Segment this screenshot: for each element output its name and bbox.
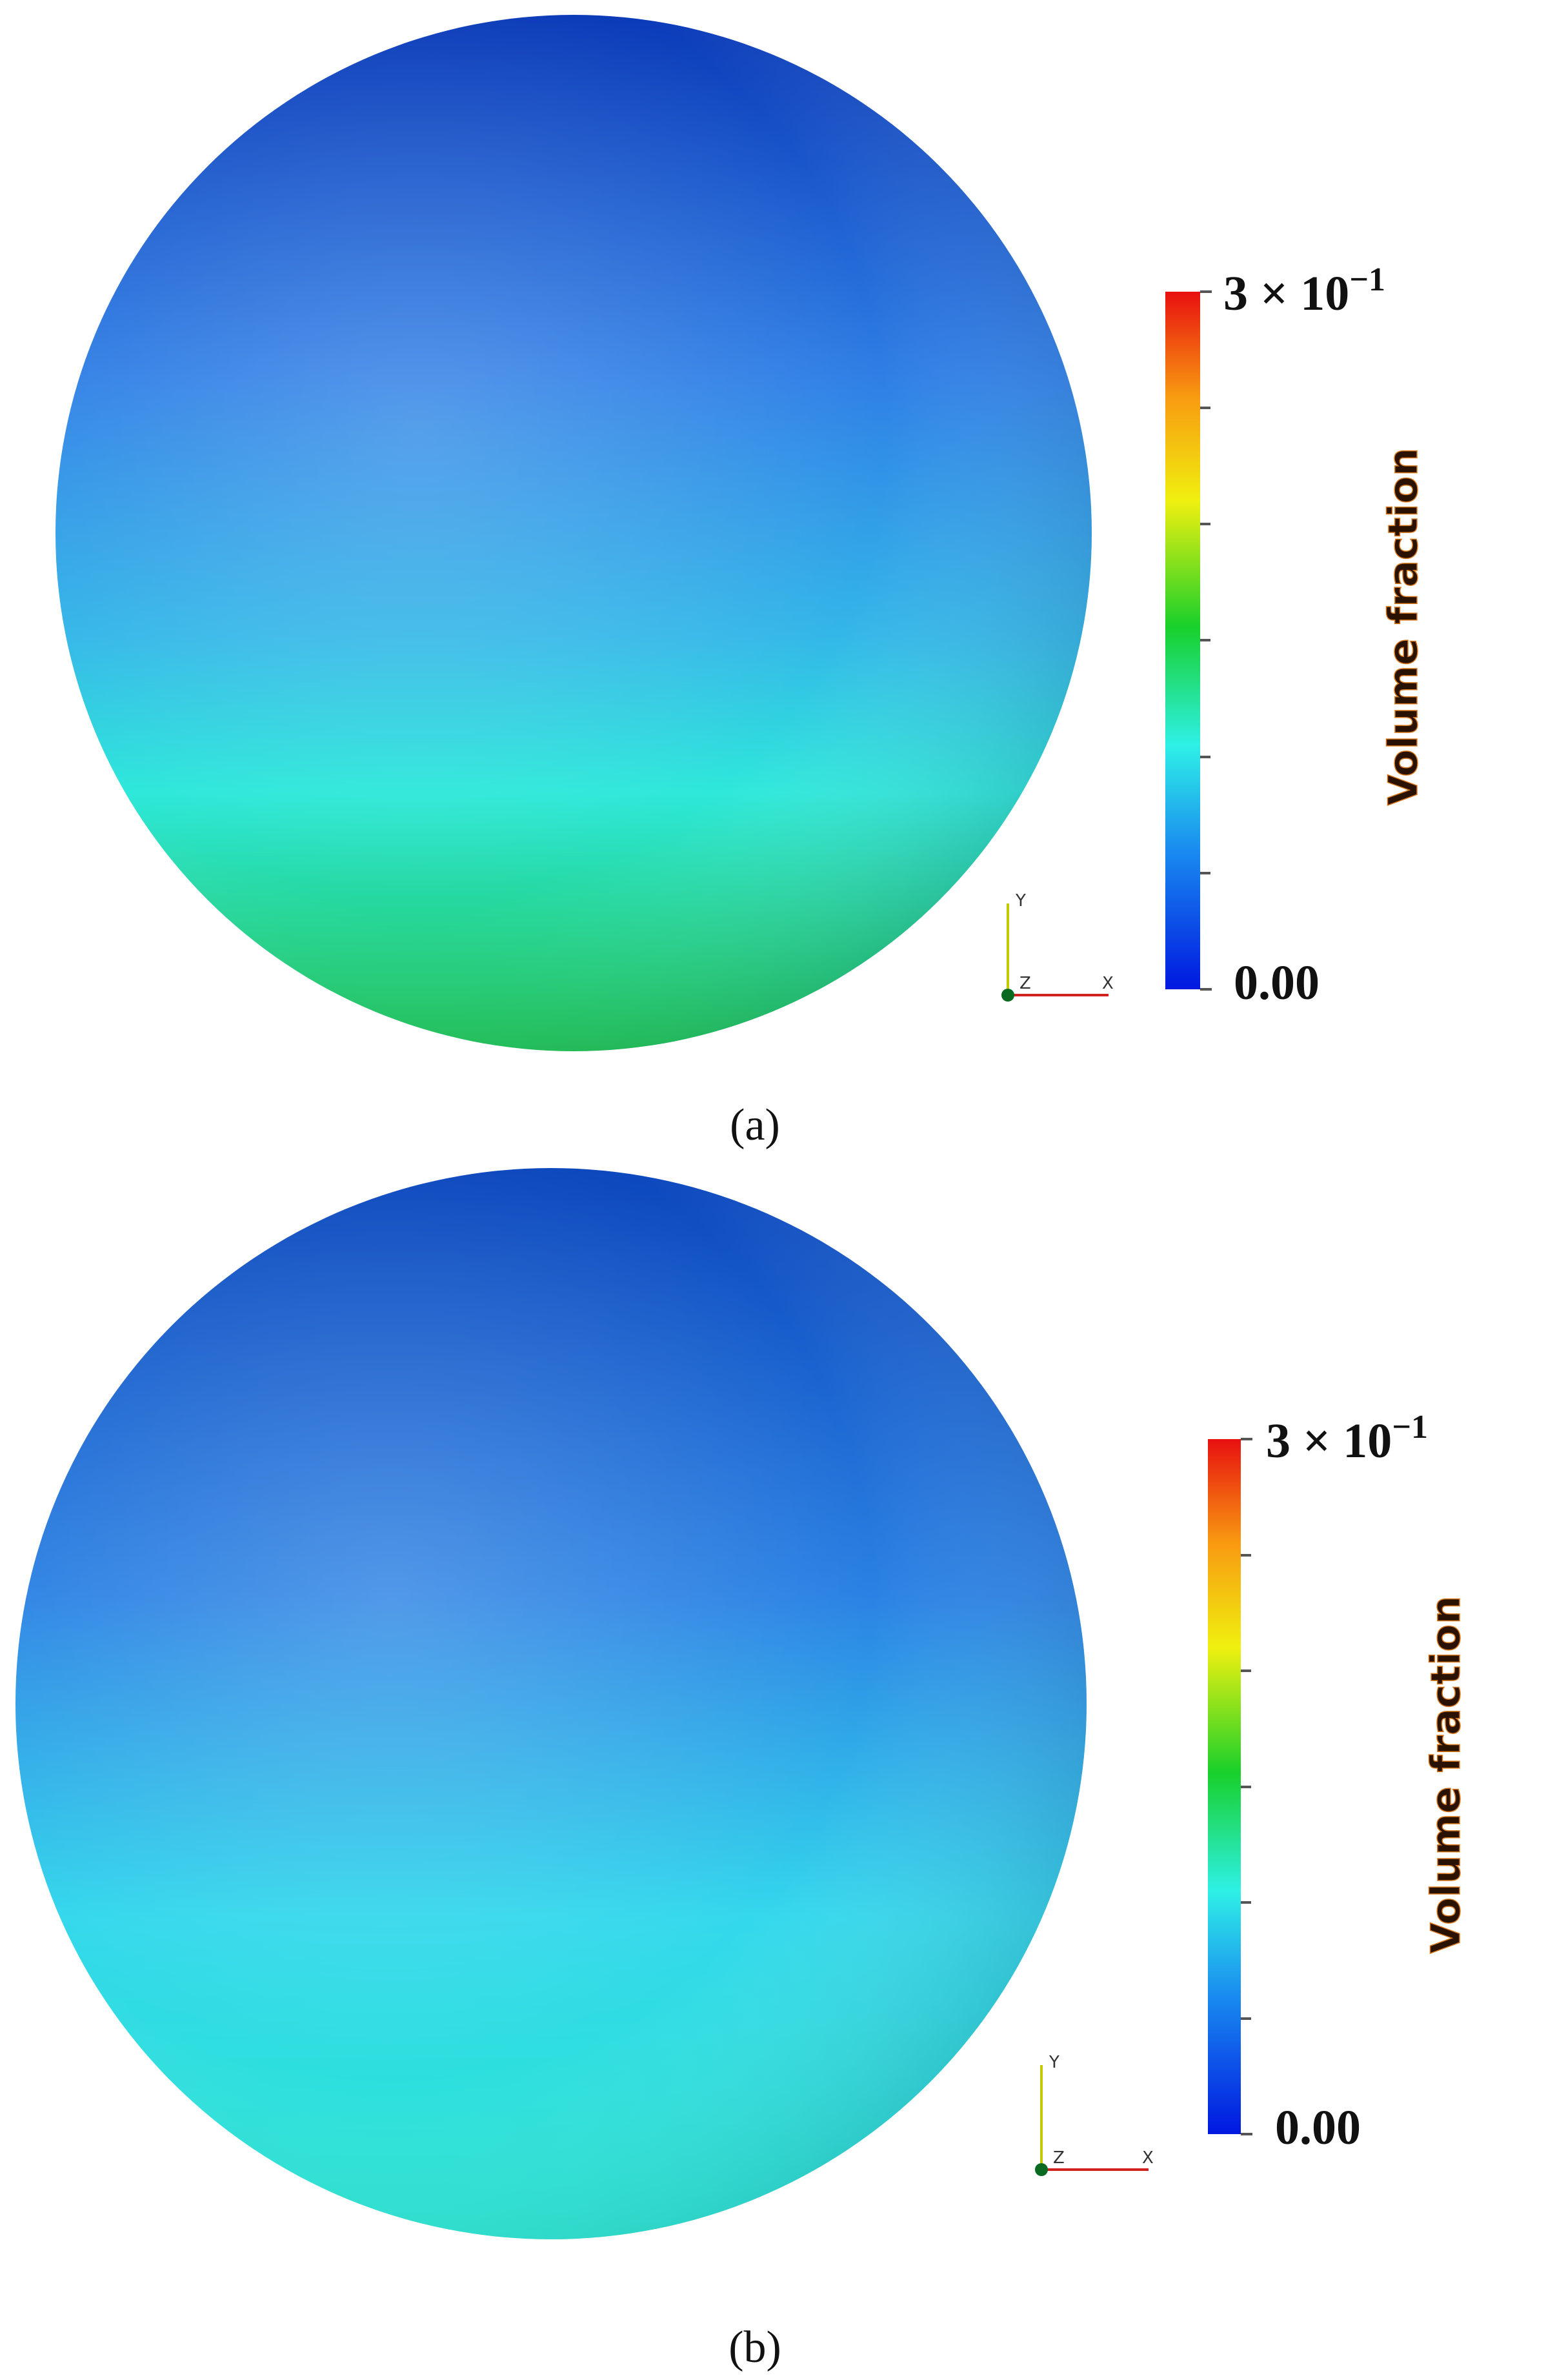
panel-b: 3 × 10−1 0.00 Volume fraction Y Z X (b) <box>15 1168 1470 2372</box>
axis-y: Y <box>1049 2053 1059 2072</box>
colorbar-min: 0.00 <box>1275 2101 1361 2155</box>
axis-x: X <box>1142 2148 1154 2168</box>
colorbar-max: 3 × 10−1 <box>1266 1409 1428 1468</box>
sphere-shading <box>15 1168 1087 2239</box>
axis-z: Z <box>1019 974 1031 993</box>
sphere-shading <box>55 15 1092 1051</box>
panel-label: (b) <box>728 2323 781 2372</box>
colorbar-max: 3 × 10−1 <box>1223 261 1385 321</box>
axes-triad: Y Z X <box>1035 2053 1154 2176</box>
colorbar-min: 0.00 <box>1234 956 1320 1010</box>
colorbar-ticks <box>1241 1438 1252 2135</box>
axis-x: X <box>1102 974 1114 993</box>
colorbar <box>1165 292 1200 989</box>
max-exponent: −1 <box>1349 261 1385 298</box>
max-exponent: −1 <box>1392 1409 1428 1446</box>
axis-y: Y <box>1015 891 1026 911</box>
max-base: 3 × 10 <box>1266 1414 1392 1468</box>
axis-z: Z <box>1053 2148 1065 2168</box>
colorbar-ticks <box>1200 290 1212 991</box>
colorbar <box>1208 1439 1241 2134</box>
panel-label: (a) <box>730 1100 780 1150</box>
colorbar-title: Volume fraction <box>1422 1596 1469 1954</box>
max-base: 3 × 10 <box>1223 267 1349 321</box>
axes-triad: Y Z X <box>1001 891 1114 1002</box>
colorbar-title: Volume fraction <box>1380 448 1427 806</box>
panel-a: 3 × 10−1 0.00 Volume fraction Y Z X (a) <box>55 15 1427 1150</box>
